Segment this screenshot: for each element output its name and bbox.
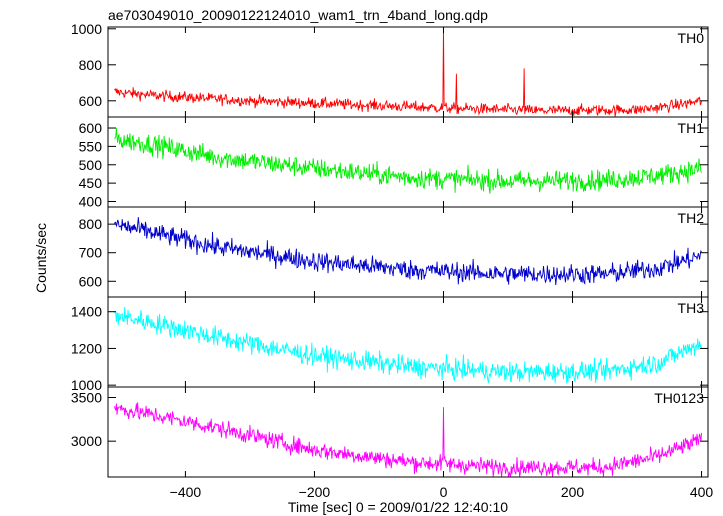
panel-th0123: 3000 3500 TH0123 <box>71 386 709 478</box>
series-line-th3 <box>114 306 702 384</box>
x-tick-label: 200 <box>561 484 585 500</box>
series-line-th0123 <box>114 402 702 477</box>
panel-frame <box>107 296 709 388</box>
y-tick-label: 3000 <box>71 433 102 449</box>
y-tick-label: 550 <box>79 138 103 154</box>
panels-group: 600 800 1000 TH0 400 450 500 550 600 TH1 600 700 800… <box>71 21 709 478</box>
series-line-th1 <box>114 127 702 194</box>
panel-frame <box>107 206 709 298</box>
panel-label-th2: TH2 <box>678 210 705 226</box>
x-tick-label: −200 <box>299 484 331 500</box>
panel-frame <box>107 116 709 208</box>
y-tick-label: 1000 <box>71 377 102 393</box>
y-tick-label: 600 <box>79 273 103 289</box>
y-axis-label: Counts/sec <box>33 223 49 293</box>
panel-label-th3: TH3 <box>678 300 705 316</box>
panel-th0: 600 800 1000 TH0 <box>71 21 709 118</box>
y-tick-label: 1400 <box>71 304 102 320</box>
chart-title: ae703049010_20090122124010_wam1_trn_4ban… <box>108 7 488 23</box>
y-tick-label: 1000 <box>71 21 102 37</box>
x-axis-label: Time [sec] 0 = 2009/01/22 12:40:10 <box>288 499 508 515</box>
panel-th2: 600 700 800 TH2 <box>79 206 709 298</box>
series-line-th2 <box>114 217 702 286</box>
y-tick-label: 700 <box>79 245 103 261</box>
y-tick-label: 450 <box>79 175 103 191</box>
panel-label-th0: TH0 <box>678 30 705 46</box>
panel-label-th1: TH1 <box>678 120 705 136</box>
y-tick-label: 800 <box>79 216 103 232</box>
y-tick-label: 600 <box>79 93 103 109</box>
x-tick-label: 400 <box>690 484 714 500</box>
x-tick-label: −400 <box>170 484 202 500</box>
y-tick-label: 800 <box>79 57 103 73</box>
panel-label-th0123: TH0123 <box>654 390 704 406</box>
y-tick-label: 400 <box>79 193 103 209</box>
y-tick-label: 1200 <box>71 340 102 356</box>
panel-th1: 400 450 500 550 600 TH1 <box>79 116 709 209</box>
y-tick-label: 600 <box>79 120 103 136</box>
panel-frame <box>107 26 709 118</box>
x-tick-label: 0 <box>440 484 448 500</box>
x-axis: −400 −200 0 200 400 <box>170 484 714 500</box>
y-tick-label: 3500 <box>71 389 102 405</box>
series-line-th0 <box>114 27 702 117</box>
panel-frame <box>107 386 709 478</box>
panel-th3: 1000 1200 1400 TH3 <box>71 296 709 393</box>
y-tick-label: 500 <box>79 157 103 173</box>
